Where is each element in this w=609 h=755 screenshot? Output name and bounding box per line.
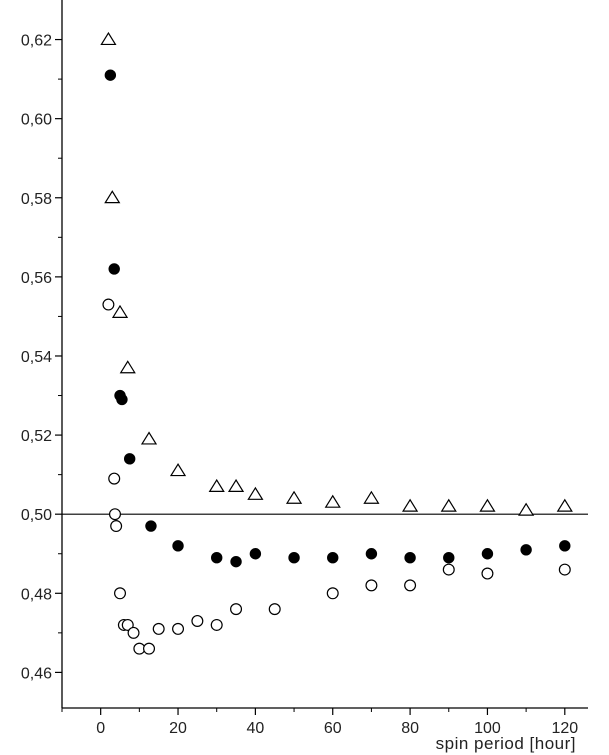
data-point-filled-circle [104, 69, 117, 81]
data-marks [100, 31, 573, 655]
x-tick-label: 0 [96, 720, 105, 737]
data-point-filled-circle [481, 548, 494, 560]
data-point-triangle [169, 463, 187, 477]
x-tick-label: 80 [401, 720, 419, 737]
y-tick-label: 0,48 [21, 586, 52, 603]
data-point-open-circle [326, 587, 339, 600]
data-point-triangle [104, 190, 121, 204]
y-tick-label: 0,46 [21, 665, 52, 682]
x-axis-title: spin period [hour] [436, 734, 576, 753]
data-point-filled-circle [443, 551, 455, 564]
data-point-open-circle [114, 587, 127, 600]
data-point-filled-circle [365, 548, 378, 560]
data-point-open-circle [143, 642, 156, 655]
x-tick-label: 60 [324, 720, 342, 737]
data-point-open-circle [127, 626, 140, 639]
data-point-open-circle [230, 603, 243, 616]
y-tick-label: 0,52 [21, 428, 52, 445]
data-point-triangle [119, 360, 136, 374]
x-tick-label: 20 [169, 720, 187, 737]
data-point-filled-circle [559, 540, 571, 552]
data-point-triangle [247, 486, 264, 500]
data-point-triangle [324, 494, 341, 508]
x-tick-label: 100 [474, 720, 501, 737]
data-point-open-circle [210, 618, 223, 631]
data-point-open-circle [108, 508, 121, 521]
data-point-open-circle [110, 520, 123, 533]
data-point-triangle [140, 431, 158, 445]
data-point-open-circle [191, 614, 204, 627]
x-tick-label: 40 [246, 720, 264, 737]
axis-labels: 0,46 0,48 0,50 0,52 0,54 0,56 0,58 0,60 0,62 0 20 4… [21, 33, 578, 737]
data-point-filled-circle [288, 551, 300, 564]
data-point-open-circle [442, 563, 455, 576]
data-point-open-circle [481, 567, 494, 580]
y-tick-label: 0,60 [21, 112, 52, 129]
data-point-filled-circle [116, 393, 128, 406]
y-tick-label: 0,62 [21, 33, 52, 50]
data-point-open-circle [172, 622, 185, 635]
data-point-filled-circle [145, 520, 157, 532]
data-point-open-circle [268, 603, 281, 616]
data-point-open-circle [558, 563, 571, 576]
data-point-triangle [479, 498, 496, 512]
data-point-open-circle [102, 298, 115, 311]
series-2 [104, 69, 571, 568]
data-point-triangle [111, 304, 129, 318]
data-point-triangle [208, 478, 225, 492]
data-point-triangle [227, 478, 245, 492]
data-point-triangle [518, 502, 535, 516]
series-1 [100, 31, 573, 516]
data-point-open-circle [152, 622, 165, 635]
data-point-open-circle [121, 618, 134, 631]
data-point-filled-circle [211, 551, 223, 564]
data-point-triangle [100, 31, 117, 46]
data-point-filled-circle [108, 263, 120, 275]
data-point-triangle [556, 498, 573, 512]
x-tick-label: 120 [551, 720, 578, 737]
y-tick-label: 0,58 [21, 191, 52, 208]
y-tick-label: 0,50 [21, 507, 52, 524]
data-point-open-circle [365, 579, 378, 592]
axes [55, 0, 588, 715]
data-point-filled-circle [123, 453, 136, 465]
data-point-open-circle [404, 579, 417, 592]
data-point-triangle [440, 498, 457, 512]
data-point-filled-circle [327, 551, 339, 564]
data-point-triangle [401, 498, 419, 512]
data-point-triangle [285, 490, 303, 504]
data-point-triangle [363, 490, 380, 504]
series-3 [102, 298, 571, 655]
data-point-filled-circle [230, 555, 242, 568]
y-tick-label: 0,54 [21, 349, 52, 366]
data-point-filled-circle [404, 551, 416, 564]
data-point-open-circle [108, 472, 121, 485]
data-point-filled-circle [520, 544, 532, 556]
data-point-filled-circle [172, 540, 184, 552]
y-tick-label: 0,56 [21, 270, 52, 287]
data-point-filled-circle [249, 548, 262, 560]
